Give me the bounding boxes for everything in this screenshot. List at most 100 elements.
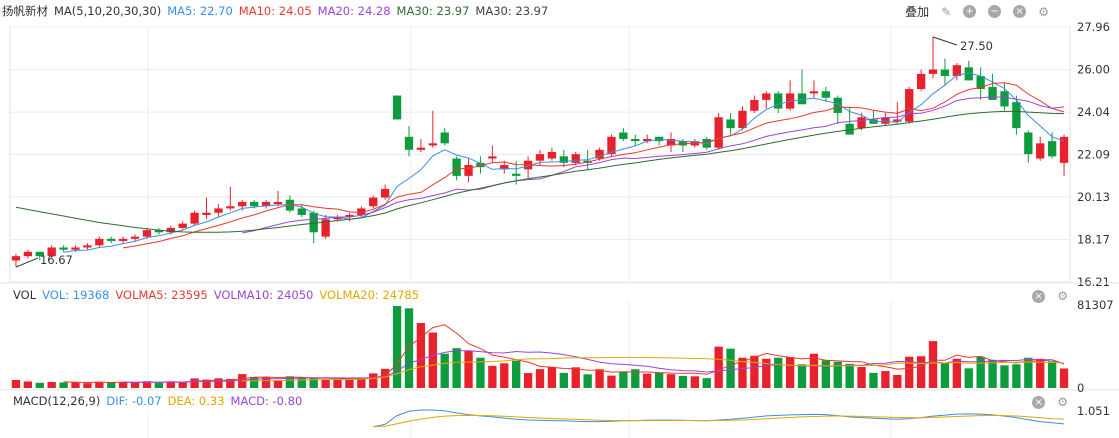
volume-bar — [357, 378, 366, 388]
volume-bar — [654, 372, 664, 388]
volume-bar — [678, 375, 688, 388]
volume-bar — [23, 381, 33, 388]
candle-body — [833, 97, 842, 113]
volume-bar — [226, 378, 235, 388]
volume-bar — [881, 371, 890, 388]
volume-bar — [59, 382, 68, 388]
volume-bar — [1036, 358, 1045, 388]
dea-label: DEA: 0.33 — [167, 394, 225, 408]
volume-bar — [845, 363, 854, 388]
volume-bar — [762, 358, 771, 388]
close-icon[interactable]: × — [1013, 5, 1027, 18]
volume-bar — [95, 381, 104, 388]
volume-bar — [607, 375, 616, 388]
volume-bar — [35, 382, 44, 388]
vol-gear-icon[interactable]: ⚙ — [1057, 289, 1068, 303]
volume-bar — [690, 376, 699, 388]
candle-body — [857, 117, 866, 129]
candle-body — [333, 217, 342, 220]
volume-bar — [1000, 365, 1009, 388]
volume-bar — [726, 348, 735, 388]
macd-gear-icon[interactable]: ⚙ — [1057, 395, 1068, 409]
macd-line-dif — [373, 409, 1065, 428]
overlay-button[interactable]: 叠加 — [905, 5, 930, 19]
volume-bar — [964, 368, 973, 388]
volume-bar — [1024, 357, 1033, 388]
candle-body — [631, 138, 640, 142]
candle-body — [762, 93, 771, 100]
volma10-label: VOLMA10: 24050 — [213, 288, 314, 302]
price-tick-label: 16.21 — [1077, 275, 1110, 289]
volume-bar — [285, 376, 295, 388]
volume-bar — [928, 341, 938, 388]
candle-body — [440, 132, 449, 144]
plus-icon[interactable]: + — [963, 5, 977, 18]
volume-bar — [857, 367, 866, 388]
ma-line-ma5 — [63, 72, 1065, 253]
volume-bar — [738, 357, 747, 388]
volume-bar — [71, 382, 80, 388]
price-tick-label: 18.17 — [1077, 232, 1110, 246]
volume-bar — [381, 368, 390, 388]
macd-tick-label: 1.051 — [1077, 404, 1110, 418]
candle-body — [154, 230, 164, 233]
minus-icon[interactable]: − — [988, 5, 1002, 18]
candle-body — [107, 238, 116, 241]
candle-body — [392, 95, 402, 120]
candle-body — [357, 208, 366, 215]
ma5-label: MA5: 22.70 — [167, 4, 233, 18]
candle-body — [404, 136, 414, 150]
volume-bar — [190, 378, 199, 388]
price-header: 扬帆新材 MA(5,10,20,30,30) MA5: 22.70 MA10: … — [0, 0, 1119, 22]
volume-bar — [47, 381, 56, 388]
ma-line-ma20 — [242, 96, 1065, 234]
volume-bar — [130, 382, 140, 388]
volume-bar — [774, 357, 783, 388]
ma-line-ma30 — [15, 110, 1065, 233]
gear-icon[interactable]: ⚙ — [1038, 4, 1049, 19]
candle-body — [1012, 102, 1021, 129]
volume-bar — [916, 356, 926, 388]
macd-header: MACD(12,26,9) DIF: -0.07 DEA: 0.33 MACD:… — [0, 390, 1119, 412]
candle-body — [488, 156, 497, 159]
volume-bar — [428, 332, 437, 388]
vol-close-icon[interactable]: × — [1032, 289, 1046, 303]
candle-body — [809, 91, 819, 94]
volume-bar — [797, 364, 807, 388]
price-tick-label: 26.00 — [1077, 63, 1110, 77]
candle-body — [1024, 132, 1033, 155]
volume-bar — [476, 357, 485, 388]
volume-bar — [416, 322, 426, 388]
pencil-icon[interactable]: ✎ — [941, 4, 952, 19]
vol-tick-label: 81307 — [1077, 298, 1114, 312]
vol-label: VOL: 19368 — [42, 288, 110, 302]
volume-bar — [154, 382, 164, 388]
ma10-label: MA10: 24.05 — [238, 4, 312, 18]
volume-bar — [118, 382, 128, 388]
candle-body — [428, 143, 437, 146]
candle-body — [750, 99, 759, 111]
volma5-label: VOLMA5: 23595 — [115, 288, 208, 302]
candle-body — [535, 154, 545, 161]
low-marker-line — [15, 257, 39, 268]
volume-bar — [500, 363, 509, 388]
dif-label: DIF: -0.07 — [106, 394, 162, 408]
candle-body — [714, 117, 723, 148]
volume-bar — [309, 377, 318, 388]
candle-body — [893, 119, 902, 122]
price-tick-label: 24.04 — [1077, 105, 1110, 119]
volume-bar — [619, 371, 628, 388]
ma-line-ma10 — [123, 82, 1065, 249]
candle-body — [118, 238, 128, 241]
price-tick-label: 20.13 — [1077, 190, 1110, 204]
ma30-label: MA30: 23.97 — [396, 4, 470, 18]
candle-body — [988, 86, 997, 100]
candle-body — [774, 93, 783, 109]
candle-body — [297, 208, 306, 215]
candle-body — [47, 247, 56, 257]
candle-body — [964, 67, 973, 81]
macd-close-icon[interactable]: × — [1032, 395, 1046, 409]
volume-bar — [702, 378, 711, 388]
volume-bar — [321, 379, 330, 388]
